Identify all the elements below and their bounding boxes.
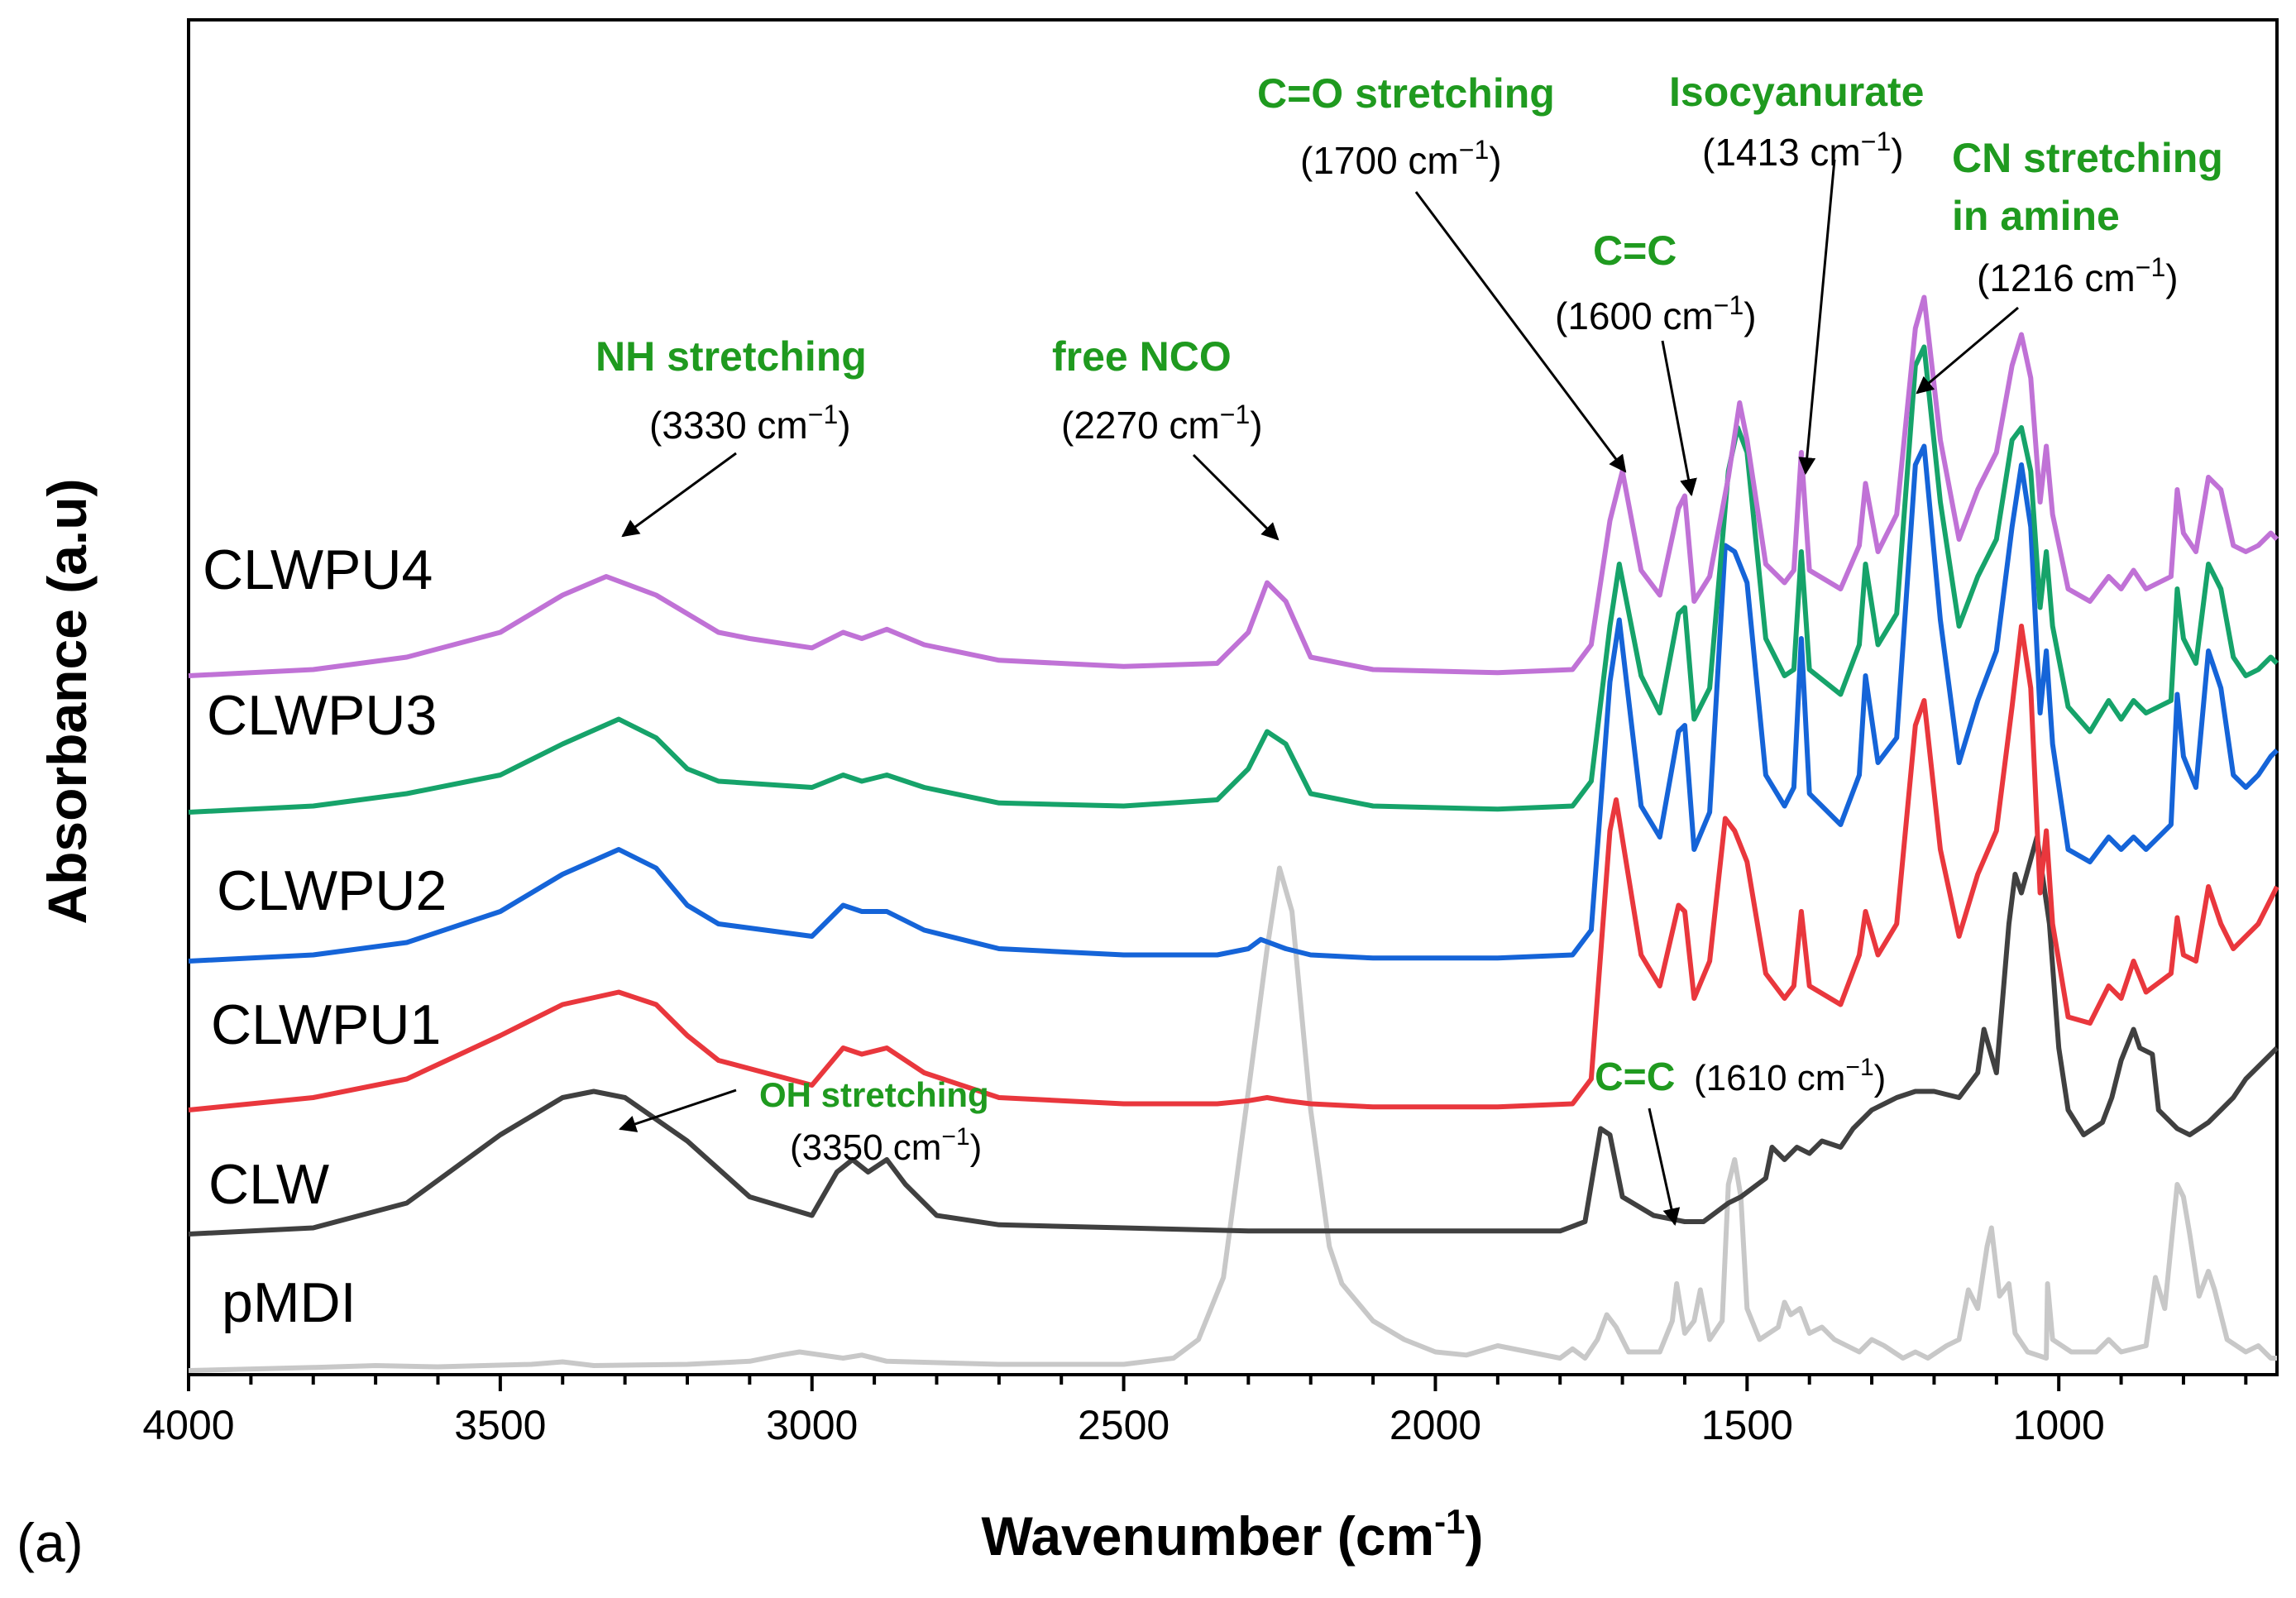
series-line-clwpu2: [188, 443, 2279, 964]
annotation-co-value: (1700 cm−1): [1300, 135, 1502, 182]
series-label-clwpu3: CLWPU3: [207, 684, 437, 747]
annotation-nh-title: NH stretching: [596, 333, 867, 380]
plot-frame: [187, 18, 2279, 1376]
annotation-cc1600-arrow: [1661, 340, 1697, 497]
annotation-cc1600-title: C=C: [1593, 227, 1677, 274]
series-label-clwpu2: CLWPU2: [217, 859, 447, 922]
annotations: NH stretching (3330 cm−1) free NCO (2270…: [596, 69, 2223, 1227]
annotation-cn-value: (1216 cm−1): [1977, 252, 2179, 299]
annotation-cc1610-title: C=C: [1595, 1055, 1675, 1099]
x-axis: 4000 3500 3000 2500 2000 1500 1000: [142, 1375, 2248, 1448]
series-line-clwpu3: [188, 344, 2279, 815]
annotation-oh-title: OH stretching: [759, 1075, 989, 1114]
annotation-oh-value: (3350 cm−1): [790, 1123, 982, 1168]
x-tick-label: 2000: [1390, 1402, 1481, 1448]
annotation-iso-value: (1413 cm−1): [1702, 127, 1904, 174]
annotation-nh-value: (3330 cm−1): [649, 400, 851, 447]
x-tick-label: 1500: [1701, 1402, 1793, 1448]
annotation-nco-title: free NCO: [1052, 333, 1232, 380]
annotation-cc1600-value: (1600 cm−1): [1555, 290, 1757, 337]
annotation-co-arrow: [1414, 191, 1627, 473]
annotation-cc1610-arrow: [1648, 1108, 1681, 1227]
x-tick-label: 4000: [142, 1402, 234, 1448]
x-tick-label: 1000: [2013, 1402, 2105, 1448]
annotation-iso-title: Isocyanurate: [1669, 69, 1924, 115]
annotation-nco-value: (2270 cm−1): [1061, 400, 1263, 447]
annotation-nh-arrow: [621, 452, 737, 538]
x-axis-title: Wavenumber (cm-1): [981, 1502, 1483, 1567]
annotation-cn-arrow: [1916, 306, 2019, 395]
series-labels: CLWPU4 CLWPU3 CLWPU2 CLWPU1 CLW pMDI: [203, 538, 447, 1334]
series-line-clwpu1: [188, 624, 2279, 1112]
series-label-clwpu1: CLWPU1: [211, 993, 441, 1056]
annotation-nco-arrow: [1192, 453, 1280, 541]
annotation-cn-title: CN stretching: [1952, 135, 2223, 181]
x-tick-label: 3500: [454, 1402, 546, 1448]
series-layer: [188, 294, 2279, 1373]
series-line-pmdi: [188, 865, 2277, 1373]
y-axis-title: Absorbance (a.u): [36, 478, 98, 924]
series-line-clw: [188, 835, 2279, 1237]
annotation-oh-arrow: [619, 1088, 737, 1132]
annotation-cn-title2: in amine: [1952, 193, 2120, 239]
annotation-co-title: C=O stretching: [1257, 70, 1555, 117]
series-label-clw: CLW: [208, 1153, 329, 1216]
x-tick-label: 3000: [766, 1402, 858, 1448]
x-tick-label: 2500: [1078, 1402, 1170, 1448]
annotation-iso-arrow: [1798, 159, 1836, 476]
series-line-clwpu4: [188, 294, 2279, 678]
annotation-cc1610-value: (1610 cm−1): [1694, 1054, 1886, 1098]
series-label-pmdi: pMDI: [222, 1271, 356, 1334]
series-label-clwpu4: CLWPU4: [203, 538, 433, 601]
panel-label: (a): [17, 1512, 84, 1573]
